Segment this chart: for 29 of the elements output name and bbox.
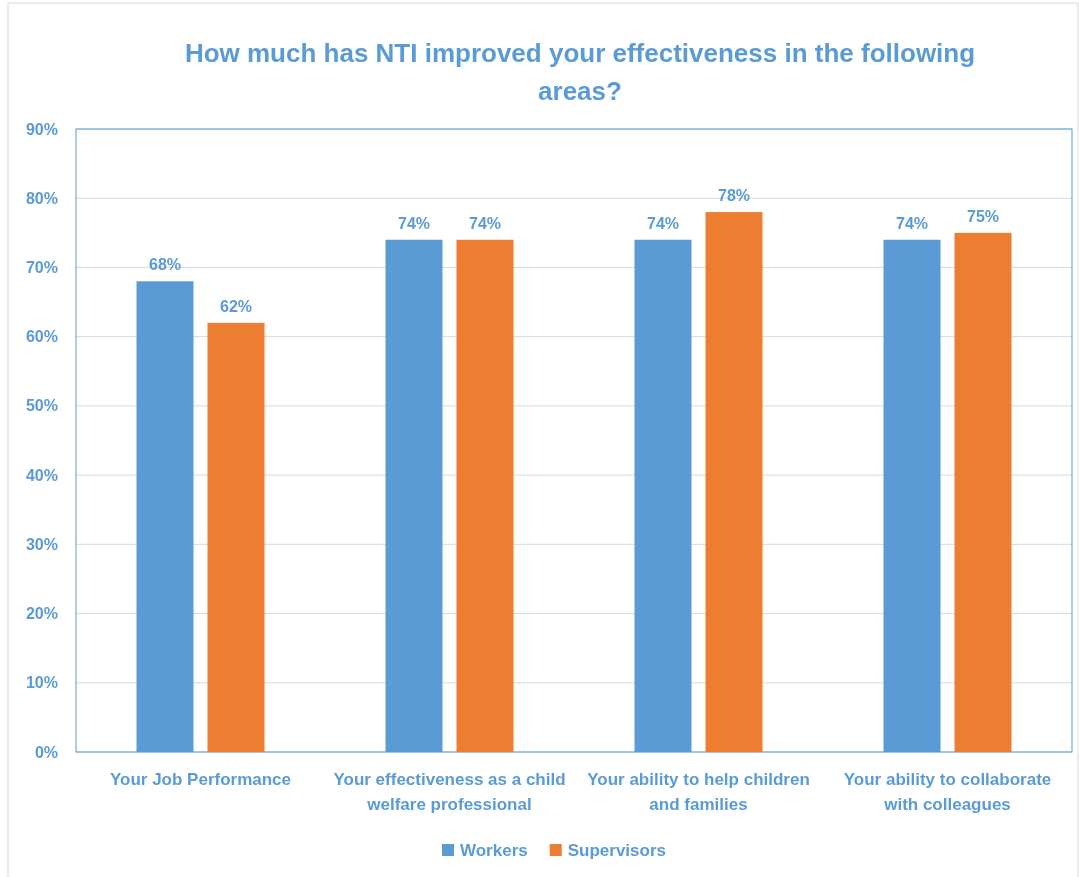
y-tick-label: 40% <box>25 466 58 484</box>
data-label: 74% <box>397 214 431 232</box>
data-label: 74% <box>468 214 502 232</box>
x-tick-label: Your ability to help children and families <box>587 770 810 814</box>
data-label: 68% <box>148 256 182 274</box>
y-tick-label: 10% <box>25 674 58 692</box>
y-tick-label: 20% <box>25 605 58 623</box>
y-tick-label: 60% <box>25 328 58 346</box>
y-tick-label: 50% <box>25 397 58 415</box>
x-tick-label: Your ability to collaborate with colleagues <box>843 770 1052 814</box>
data-label: 62% <box>219 297 253 315</box>
data-label: 74% <box>895 214 929 232</box>
bar <box>207 322 265 752</box>
data-label: 75% <box>966 207 1000 225</box>
y-tick-label: 30% <box>25 535 58 553</box>
y-tick-label: 90% <box>25 120 58 138</box>
x-tick-label: Your Job Performance <box>109 770 292 789</box>
chart-title: How much has NTI improved your effectiveness in the following areas? <box>184 38 976 106</box>
data-label: 74% <box>646 214 680 232</box>
x-tick-label: Your effectiveness as a child welfare professional <box>333 770 566 814</box>
y-tick-label: 70% <box>25 259 58 277</box>
legend-label: Workers <box>460 840 528 860</box>
y-tick-label: 0% <box>34 743 58 761</box>
bar <box>705 212 763 752</box>
legend-label: Supervisors <box>567 840 666 860</box>
bar <box>456 239 514 752</box>
data-label: 78% <box>717 187 751 205</box>
y-tick-label: 80% <box>25 189 58 207</box>
bar <box>954 232 1012 752</box>
